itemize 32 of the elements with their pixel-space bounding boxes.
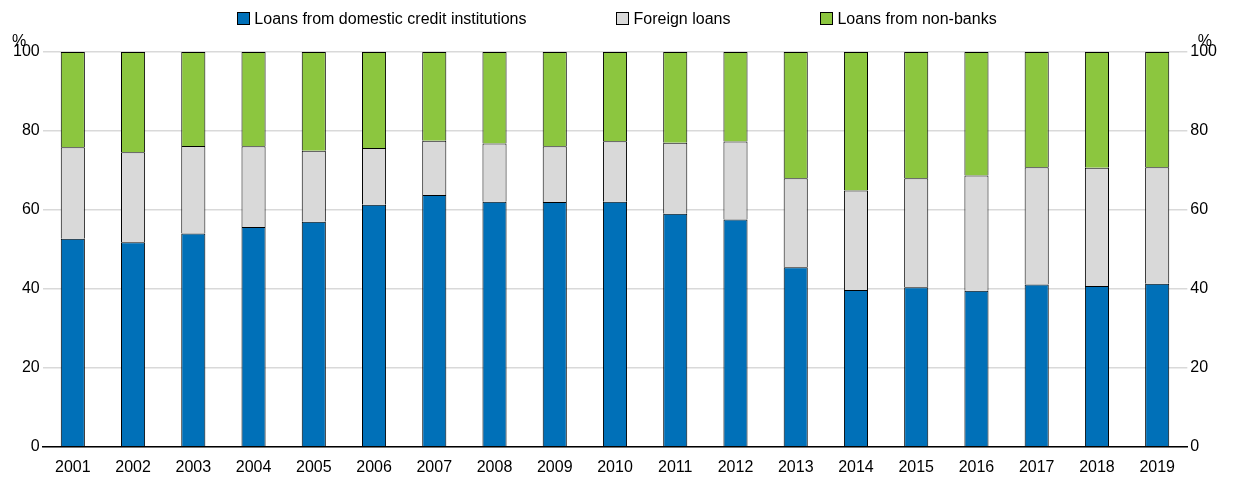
y-tick-label: 40	[21, 279, 40, 297]
x-tick-label: 2004	[235, 457, 272, 475]
y-tick-label: 60	[21, 200, 40, 218]
y2-tick-label: 80	[1190, 121, 1209, 139]
x-tick-label: 2014	[838, 457, 874, 475]
x-tick-label: 2019	[1139, 457, 1176, 475]
legend-label: Foreign loans	[632, 10, 731, 28]
x-tick-label: 2016	[958, 457, 995, 475]
y2-tick-label: 40	[1190, 279, 1209, 297]
x-tick-label: 2008	[476, 457, 513, 475]
x-tick-label: 2005	[295, 457, 332, 475]
y2-tick-label: 0	[1190, 437, 1200, 455]
x-tick-label: 2010	[597, 457, 633, 475]
x-tick-label: 2007	[416, 457, 453, 475]
x-tick-label: 2009	[536, 457, 573, 475]
y-tick-label: 0	[30, 437, 40, 455]
x-tick-label: 2012	[717, 457, 754, 475]
legend-label: Loans from non-banks	[836, 10, 997, 28]
x-tick-label: 2017	[1018, 457, 1055, 475]
x-tick-label: 2013	[777, 457, 814, 475]
y-tick-label: 20	[21, 358, 40, 376]
x-tick-label: 2001	[55, 457, 91, 475]
x-tick-label: 2015	[898, 457, 935, 475]
x-tick-label: 2006	[356, 457, 392, 475]
y2-tick-label: 20	[1190, 358, 1209, 376]
x-tick-label: 2018	[1079, 457, 1115, 475]
y-tick-label: 80	[21, 121, 40, 139]
x-tick-label: 2003	[175, 457, 212, 475]
legend-label: Loans from domestic credit institutions	[253, 10, 527, 28]
x-tick-label: 2011	[658, 457, 693, 475]
x-tick-label: 2002	[115, 457, 151, 475]
y2-tick-label: 60	[1190, 200, 1209, 218]
